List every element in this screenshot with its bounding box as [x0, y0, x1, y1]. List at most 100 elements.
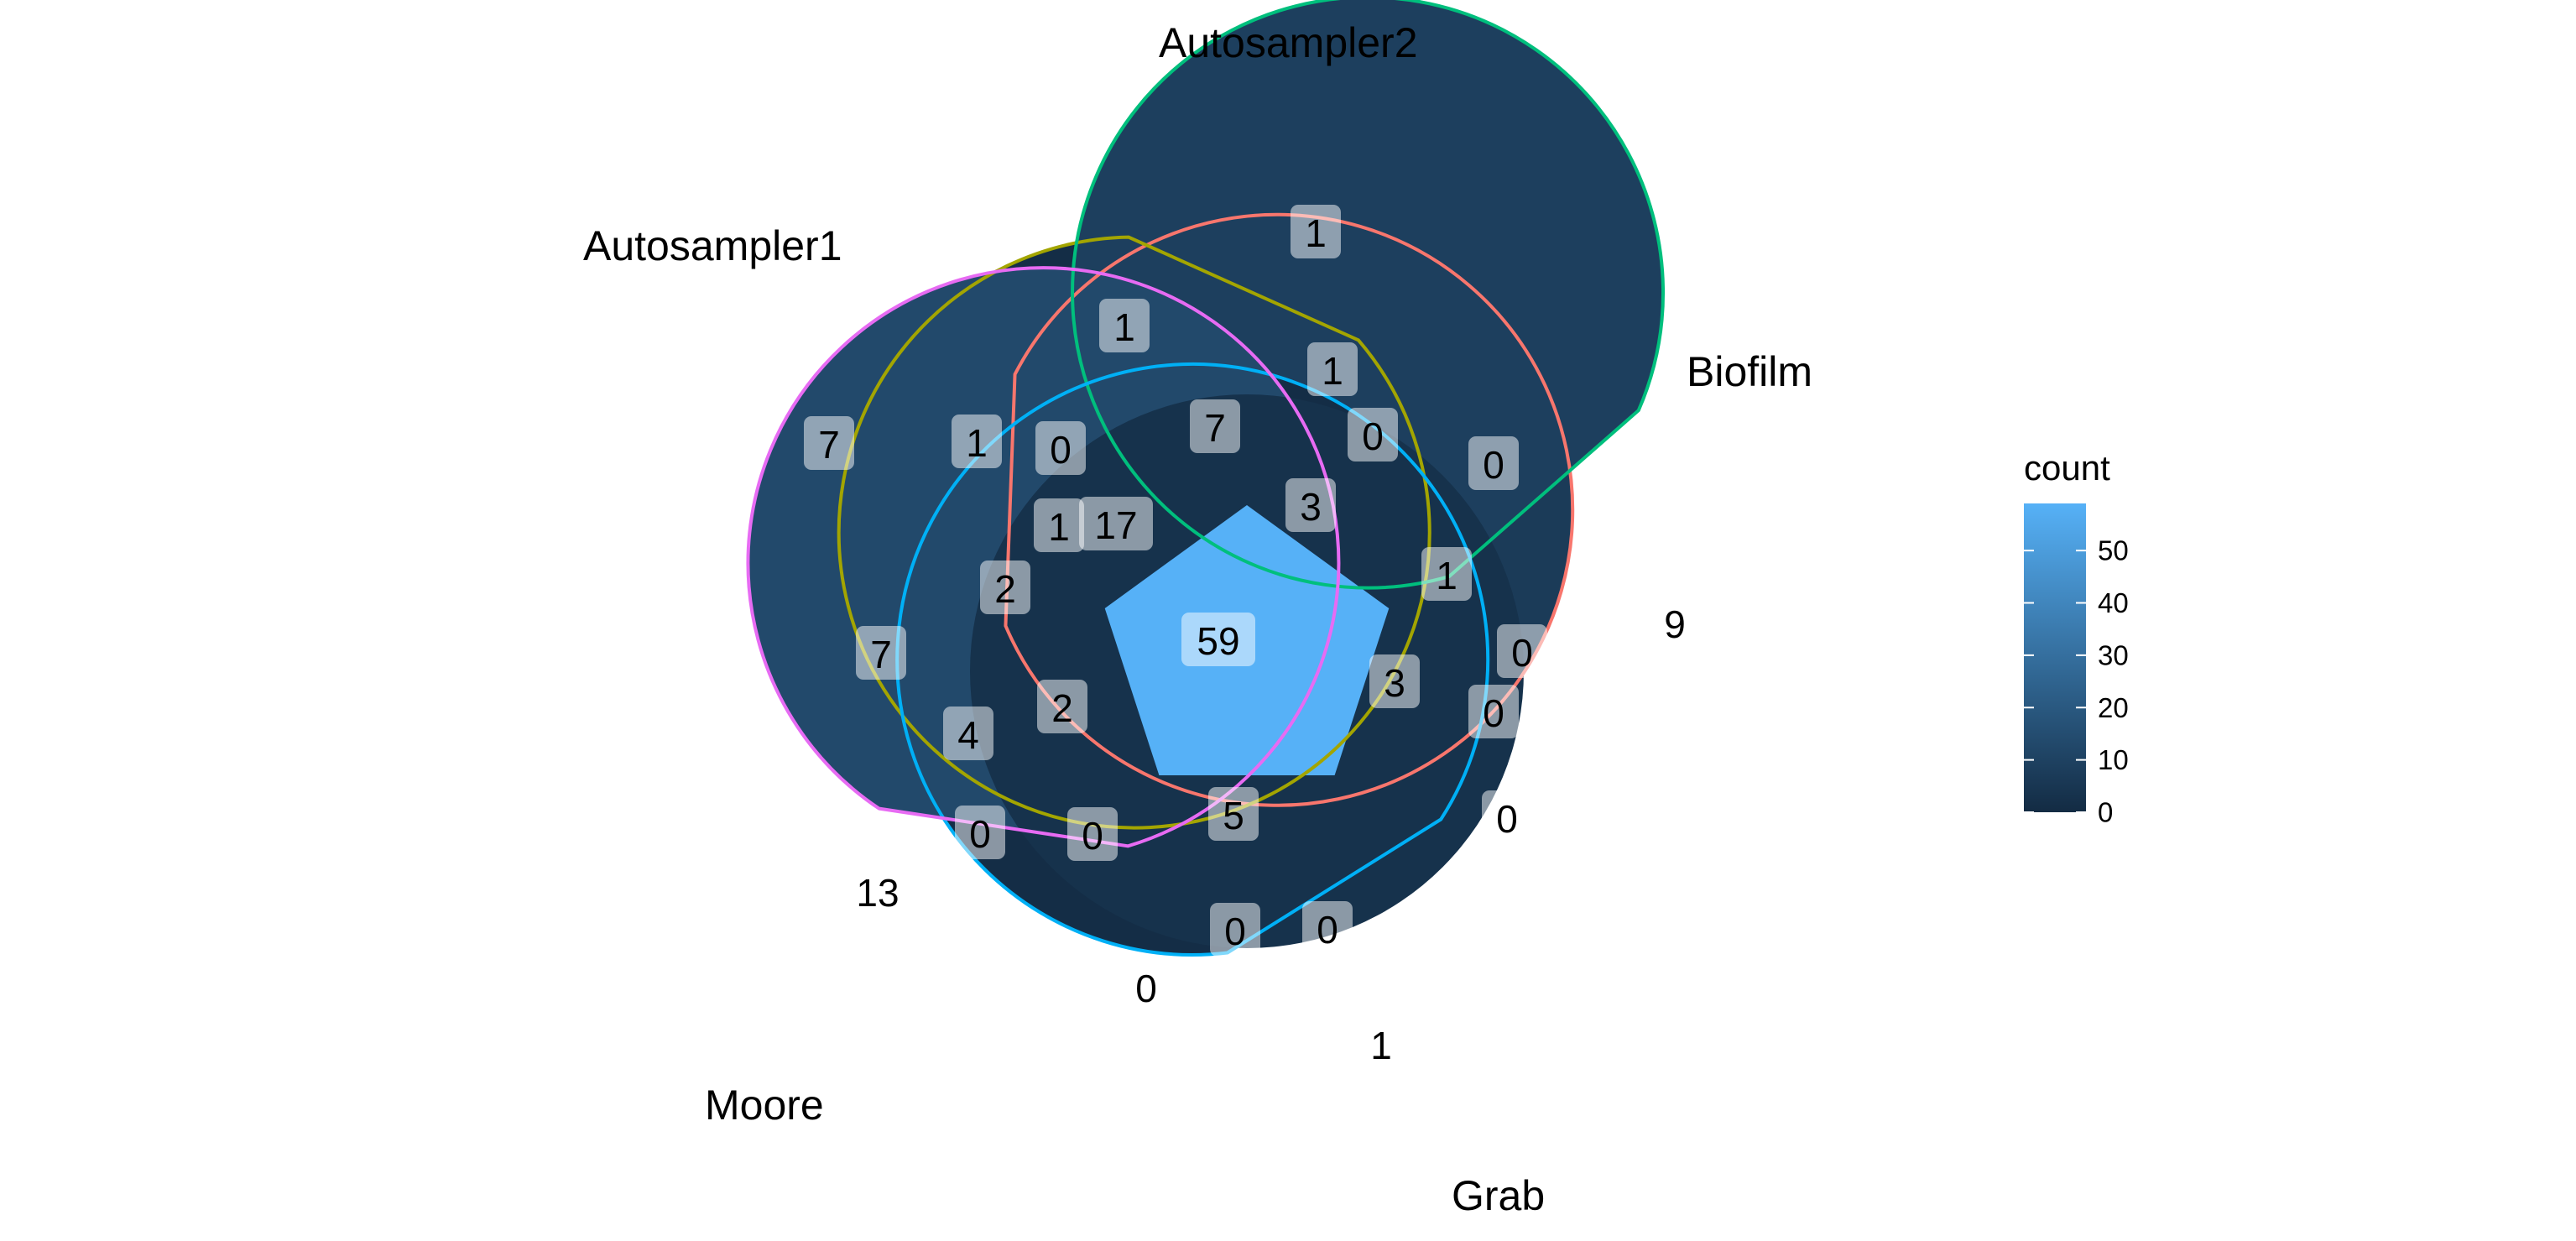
region-label-box [1302, 901, 1353, 955]
region-label: 0 [1482, 790, 1532, 844]
set-name-labels: Autosampler1 Autosampler2 Biofilm Grab Moore [583, 19, 1812, 1219]
region-label: 7 [856, 626, 906, 680]
set-name: Autosampler1 [583, 222, 842, 269]
region-count: 3 [1300, 485, 1322, 529]
region-label-box [1482, 790, 1532, 844]
region-label-box [1291, 205, 1341, 258]
outline-moore [746, 266, 1341, 848]
region-label-box [1468, 436, 1519, 490]
region-count: 0 [1511, 631, 1533, 675]
region-label-box [1035, 421, 1086, 475]
region-label: 2 [980, 561, 1030, 614]
region-count: 5 [1223, 794, 1244, 837]
region-label-box [1121, 960, 1171, 1014]
region-label-box [952, 415, 1002, 468]
region-count: 2 [1051, 686, 1073, 730]
legend-tick-label: 30 [2098, 639, 2129, 670]
region-count: 0 [1483, 443, 1504, 487]
region-label-box [955, 806, 1005, 859]
region-label: 0 [1348, 408, 1398, 461]
region-count: 7 [870, 633, 892, 676]
legend-tick-label: 0 [2098, 797, 2113, 828]
region-label-box [1285, 478, 1336, 532]
region-label: 1 [1099, 299, 1150, 352]
region-label: 0 [1067, 807, 1118, 861]
outline-grab [895, 362, 1490, 957]
region-label-box [1421, 547, 1472, 601]
region-label: 9 [1650, 596, 1700, 649]
region-count: 1 [1436, 554, 1457, 597]
region-label: 7 [804, 416, 854, 470]
region-label-box [1307, 342, 1358, 396]
region-label: 1 [1034, 498, 1084, 552]
set-name: Biofilm [1687, 348, 1812, 395]
region-label: 1 [952, 415, 1002, 468]
region-label: 13 [841, 864, 915, 918]
region-label-box [1067, 807, 1118, 861]
region-label: 0 [1497, 624, 1547, 678]
region-label: 7 [1190, 399, 1240, 453]
region-label-box [1369, 654, 1420, 708]
region-label-box [1210, 903, 1260, 957]
region-label-box [1079, 497, 1153, 550]
region-label: 0 [1302, 901, 1353, 955]
region-label: 1 [1307, 342, 1358, 396]
region-count: 0 [1050, 428, 1072, 472]
region-label: 2 [1037, 680, 1087, 733]
region-count: 0 [969, 812, 991, 856]
region-count: 59 [1197, 619, 1239, 663]
region-label-box [943, 707, 993, 760]
legend-colorbar [2024, 503, 2086, 812]
region-label: 1 [1421, 547, 1472, 601]
region-label: 0 [1035, 421, 1086, 475]
region-count: 1 [1322, 349, 1343, 393]
region-count: 0 [1224, 910, 1246, 953]
region-count: 0 [1082, 814, 1103, 858]
legend-tick-label: 20 [2098, 692, 2129, 723]
region-count: 9 [1664, 602, 1686, 646]
region-count: 13 [856, 871, 899, 915]
region-count: 3 [1384, 661, 1405, 705]
region-count: 2 [994, 567, 1016, 611]
legend-tick-label: 40 [2098, 587, 2129, 618]
region-label: 1 [1356, 1017, 1406, 1071]
count-legend: count 0 10 20 30 40 50 [2024, 448, 2129, 828]
region-count: 0 [1496, 797, 1518, 841]
region-count: 7 [818, 423, 840, 467]
region-count: 7 [1204, 406, 1226, 450]
region-label: 5 [1208, 787, 1259, 841]
region-label-box [1497, 624, 1547, 678]
region-label-box [1034, 498, 1084, 552]
region-count: 0 [1483, 691, 1504, 735]
region-label: 0 [1468, 436, 1519, 490]
region-label-box [1181, 613, 1255, 666]
region-count: 1 [1370, 1024, 1392, 1067]
region-label-box [856, 626, 906, 680]
region-count: 1 [1048, 505, 1070, 549]
region-label-box [1348, 408, 1398, 461]
region-count: 1 [1113, 305, 1135, 349]
region-label: 17 [1079, 497, 1153, 550]
region-label: 0 [1121, 960, 1171, 1014]
region-label-box [1037, 680, 1087, 733]
region-label-box [804, 416, 854, 470]
region-label: 3 [1369, 654, 1420, 708]
region-label: 1 [1291, 205, 1341, 258]
region-count: 4 [957, 713, 979, 757]
region-label: 3 [1285, 478, 1336, 532]
region-label: 59 [1181, 613, 1255, 666]
set-name: Autosampler2 [1159, 19, 1418, 66]
region-label-box [1356, 1017, 1406, 1071]
legend-tick-label: 10 [2098, 744, 2129, 775]
region-label-box [1190, 399, 1240, 453]
region-label-box [1468, 685, 1519, 738]
region-label: 4 [943, 707, 993, 760]
region-label: 0 [1468, 685, 1519, 738]
region-label-box [980, 561, 1030, 614]
region-label: 0 [955, 806, 1005, 859]
set-name: Grab [1452, 1172, 1545, 1219]
legend-title: count [2024, 448, 2110, 488]
legend-ticks: 0 10 20 30 40 50 [2024, 535, 2129, 828]
